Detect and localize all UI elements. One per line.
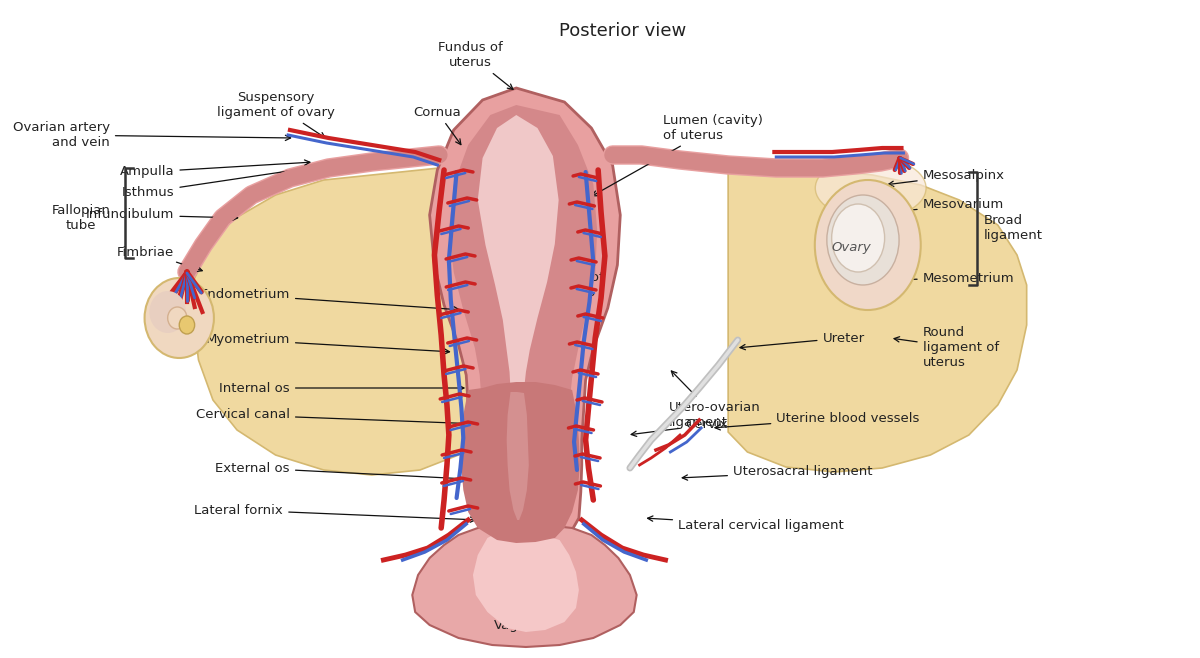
Ellipse shape (179, 316, 194, 334)
Text: Ampulla: Ampulla (120, 160, 310, 178)
Polygon shape (506, 392, 529, 520)
Text: Cornua: Cornua (414, 105, 461, 145)
Ellipse shape (832, 204, 884, 272)
Text: Ovarian artery
and vein: Ovarian artery and vein (13, 121, 290, 149)
Text: Suspensory
ligament of ovary: Suspensory ligament of ovary (217, 91, 335, 138)
Text: Lateral fornix: Lateral fornix (194, 503, 475, 522)
Text: Ovary: Ovary (832, 241, 871, 255)
Text: Round
ligament of
uterus: Round ligament of uterus (894, 326, 998, 370)
Polygon shape (449, 105, 598, 541)
Text: Broad
ligament: Broad ligament (983, 214, 1043, 242)
Text: Fimbriae: Fimbriae (118, 245, 203, 272)
Text: Isthmus: Isthmus (122, 159, 358, 199)
Text: Mesosalpinx: Mesosalpinx (888, 168, 1004, 186)
Text: Fundus of
uterus: Fundus of uterus (438, 41, 514, 89)
Ellipse shape (827, 195, 899, 285)
Text: Uterosacral ligament: Uterosacral ligament (683, 465, 872, 480)
Text: Body of
uterus: Body of uterus (553, 271, 604, 299)
Polygon shape (478, 115, 559, 510)
Text: Infundibulum: Infundibulum (86, 209, 238, 222)
Polygon shape (193, 160, 516, 475)
Text: Lateral cervical ligament: Lateral cervical ligament (648, 516, 844, 532)
Text: Utero-ovarian
ligament: Utero-ovarian ligament (668, 371, 760, 429)
Text: Ureter: Ureter (740, 332, 865, 350)
Ellipse shape (144, 278, 214, 358)
Text: Cervix: Cervix (631, 418, 727, 436)
Ellipse shape (815, 157, 926, 219)
Text: Cervical canal: Cervical canal (196, 409, 503, 427)
Ellipse shape (149, 291, 186, 333)
Ellipse shape (168, 307, 187, 329)
Text: Vagina: Vagina (493, 619, 539, 632)
Polygon shape (413, 523, 637, 647)
Text: External os: External os (216, 461, 484, 482)
Polygon shape (473, 532, 578, 632)
Text: Internal os: Internal os (220, 382, 464, 395)
Text: Uterine blood vessels: Uterine blood vessels (715, 411, 919, 430)
Text: Lumen (cavity)
of uterus: Lumen (cavity) of uterus (592, 114, 762, 196)
Text: Endometrium: Endometrium (199, 288, 460, 312)
Ellipse shape (815, 180, 920, 310)
Polygon shape (728, 160, 1027, 472)
Text: Myometrium: Myometrium (205, 334, 450, 354)
Text: Mesometrium: Mesometrium (888, 272, 1014, 284)
Polygon shape (430, 88, 620, 546)
Text: Fallopian
tube: Fallopian tube (52, 204, 110, 232)
Polygon shape (461, 382, 580, 543)
Text: Posterior view: Posterior view (558, 22, 686, 40)
Text: Mesovarium: Mesovarium (894, 199, 1004, 214)
